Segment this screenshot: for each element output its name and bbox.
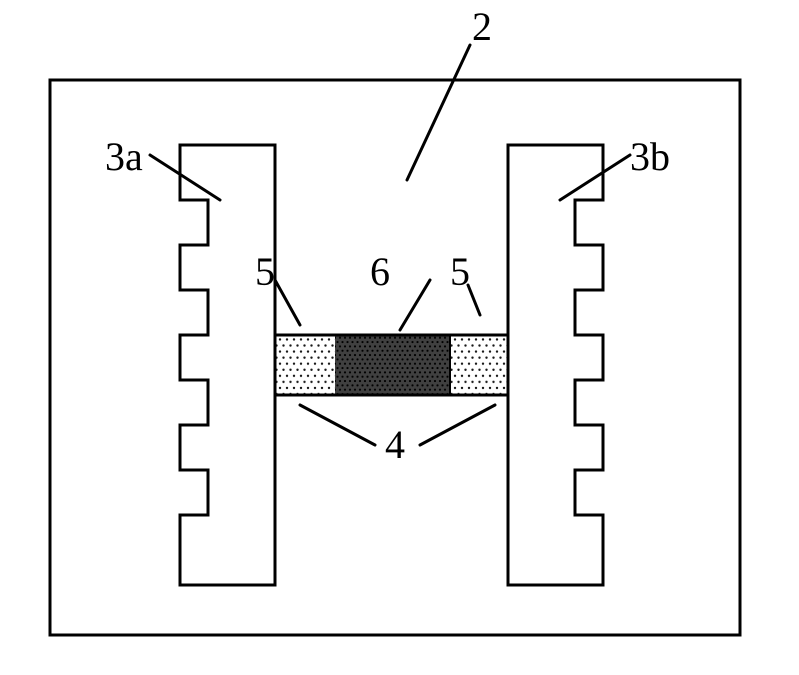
- label-l3a: 3a: [105, 134, 143, 179]
- comb-right-3b: [508, 145, 603, 585]
- leader-4a: [300, 405, 375, 445]
- region-5-left: [275, 335, 335, 395]
- label-l4: 4: [385, 422, 405, 467]
- leader-4b: [420, 405, 495, 445]
- region-6: [335, 335, 450, 395]
- label-l6: 6: [370, 249, 390, 294]
- label-l5a: 5: [255, 249, 275, 294]
- label-l3b: 3b: [630, 134, 670, 179]
- label-l5b: 5: [450, 249, 470, 294]
- leader-5a: [275, 280, 300, 325]
- comb-left-3a: [180, 145, 275, 585]
- region-5-right: [450, 335, 508, 395]
- leader-6: [400, 280, 430, 330]
- label-l2: 2: [472, 4, 492, 49]
- leader-2: [407, 45, 470, 180]
